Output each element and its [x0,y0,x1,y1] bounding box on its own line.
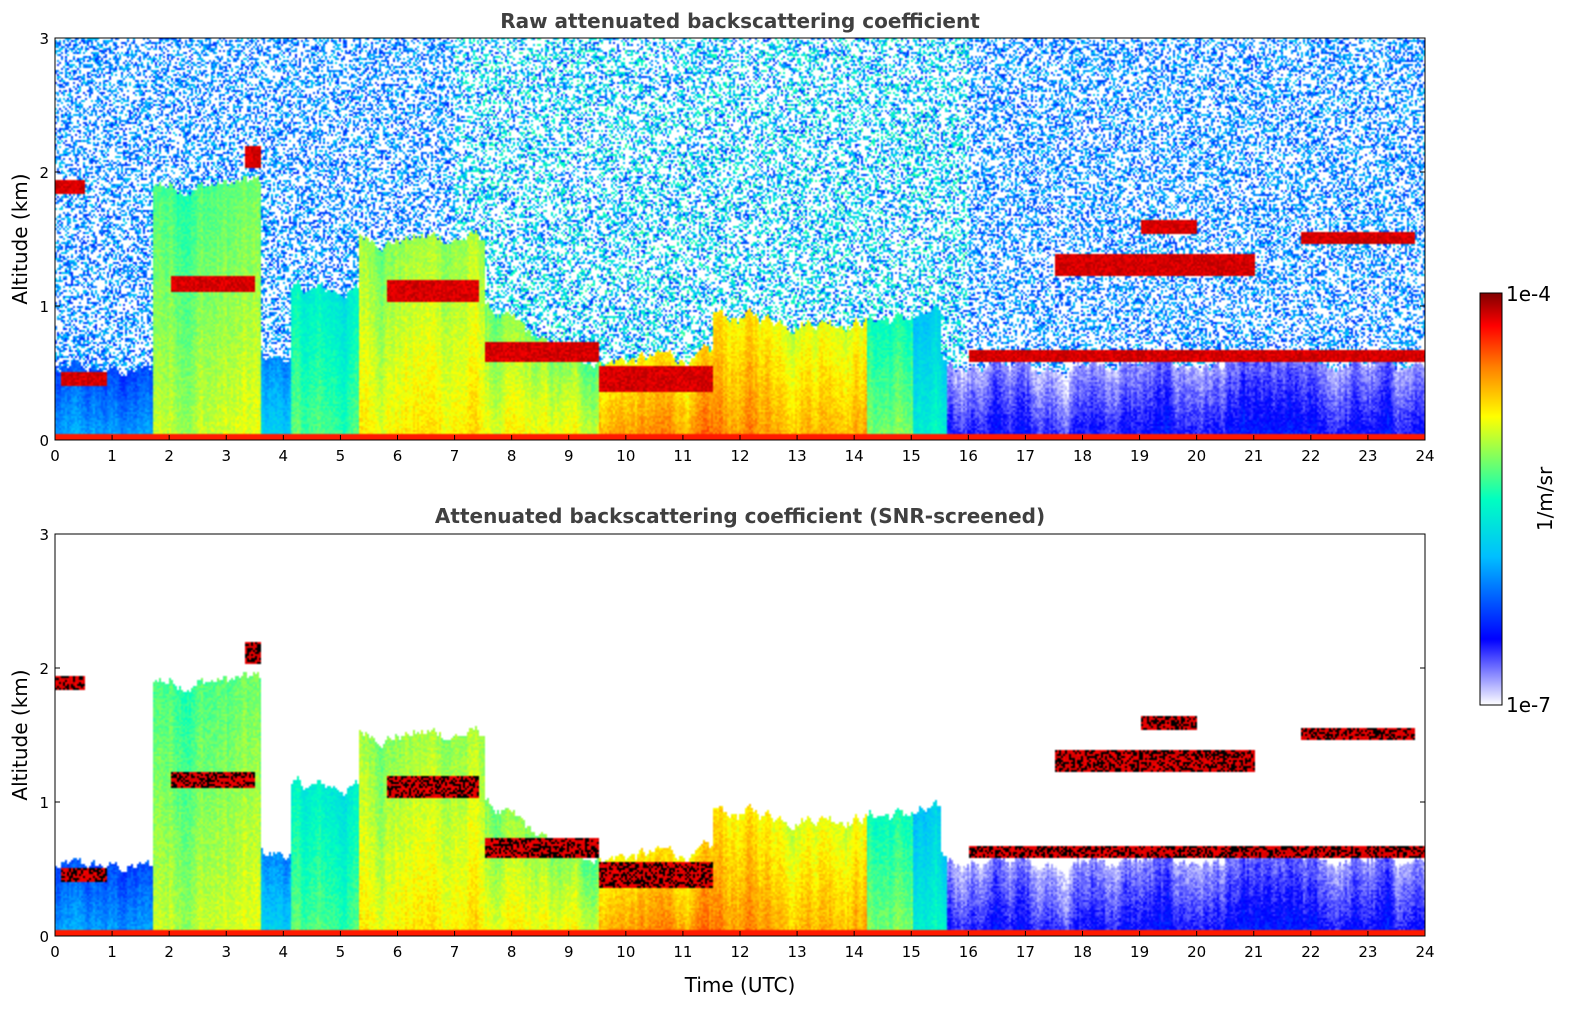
x-tick-label: 8 [507,943,517,961]
x-tick-label: 23 [1358,943,1377,961]
time-axis-label: Time (UTC) [684,973,796,997]
x-tick-label: 4 [279,943,289,961]
y-tick-label: 2 [39,660,49,678]
x-tick-label: 17 [1016,447,1035,465]
x-tick-label: 18 [1073,943,1092,961]
raw-panel-title: Raw attenuated backscattering coefficien… [500,9,980,33]
screened-y-axis-label: Altitude (km) [8,669,32,800]
raw-y-axis-label: Altitude (km) [8,173,32,304]
x-tick-label: 24 [1415,943,1434,961]
x-tick-label: 2 [164,943,174,961]
x-tick-label: 10 [616,943,635,961]
x-tick-label: 0 [50,447,60,465]
colorbar-max-label: 1e-4 [1506,282,1551,306]
x-tick-label: 20 [1187,943,1206,961]
x-tick-label: 5 [336,943,346,961]
screened-panel-title: Attenuated backscattering coefficient (S… [435,504,1045,528]
screened-backscatter-heatmap [55,534,1425,936]
x-tick-label: 6 [393,447,403,465]
x-tick-label: 18 [1073,447,1092,465]
y-tick-label: 3 [39,30,49,48]
y-tick-label: 2 [39,164,49,182]
x-tick-label: 12 [730,943,749,961]
x-tick-label: 14 [845,447,864,465]
x-tick-label: 9 [564,943,574,961]
x-tick-label: 3 [221,943,231,961]
x-tick-label: 21 [1244,943,1263,961]
x-tick-label: 24 [1415,447,1434,465]
colorbar-unit-label: 1/m/sr [1533,466,1557,531]
x-tick-label: 15 [902,943,921,961]
screened-y-axis: 0 1 2 3 [39,526,1425,946]
x-tick-label: 19 [1130,943,1149,961]
x-tick-label: 12 [730,447,749,465]
raw-backscatter-panel: Raw attenuated backscattering coefficien… [8,9,1435,465]
x-tick-label: 19 [1130,447,1149,465]
x-tick-label: 8 [507,447,517,465]
x-tick-label: 7 [450,943,460,961]
colorbar-gradient [1479,292,1503,706]
y-tick-label: 3 [39,526,49,544]
x-tick-label: 23 [1358,447,1377,465]
x-tick-label: 1 [107,943,117,961]
x-tick-label: 21 [1244,447,1263,465]
x-tick-label: 13 [788,447,807,465]
screened-x-axis: 0 1 2 3 4 5 6 7 8 9 10 11 12 13 14 15 16 17 18 19 20 21 22 23 24 [50,931,1435,961]
y-tick-label: 1 [39,298,49,316]
x-tick-label: 16 [959,943,978,961]
colorbar-min-label: 1e-7 [1506,693,1551,717]
screened-backscatter-panel: Attenuated backscattering coefficient (S… [8,504,1435,997]
y-tick-label: 0 [39,928,49,946]
x-tick-label: 17 [1016,943,1035,961]
x-tick-label: 1 [107,447,117,465]
raw-backscatter-heatmap [55,38,1425,440]
x-tick-label: 5 [336,447,346,465]
x-tick-label: 2 [164,447,174,465]
x-tick-label: 11 [673,447,692,465]
x-tick-label: 10 [616,447,635,465]
raw-x-axis: 0 1 2 3 4 5 6 7 8 9 10 11 12 13 14 15 16 17 18 19 20 21 22 23 24 [50,435,1435,465]
x-tick-label: 22 [1301,447,1320,465]
y-tick-label: 1 [39,794,49,812]
x-tick-label: 15 [902,447,921,465]
x-tick-label: 6 [393,943,403,961]
raw-y-axis: 0 1 2 3 [39,30,1425,450]
x-tick-label: 22 [1301,943,1320,961]
x-tick-label: 7 [450,447,460,465]
x-tick-label: 13 [788,943,807,961]
x-tick-label: 20 [1187,447,1206,465]
x-tick-label: 3 [221,447,231,465]
x-tick-label: 0 [50,943,60,961]
x-tick-label: 14 [845,943,864,961]
y-tick-label: 0 [39,432,49,450]
colorbar: 1e-4 1e-7 1/m/sr [1479,282,1557,717]
x-tick-label: 9 [564,447,574,465]
x-tick-label: 16 [959,447,978,465]
x-tick-label: 11 [673,943,692,961]
x-tick-label: 4 [279,447,289,465]
